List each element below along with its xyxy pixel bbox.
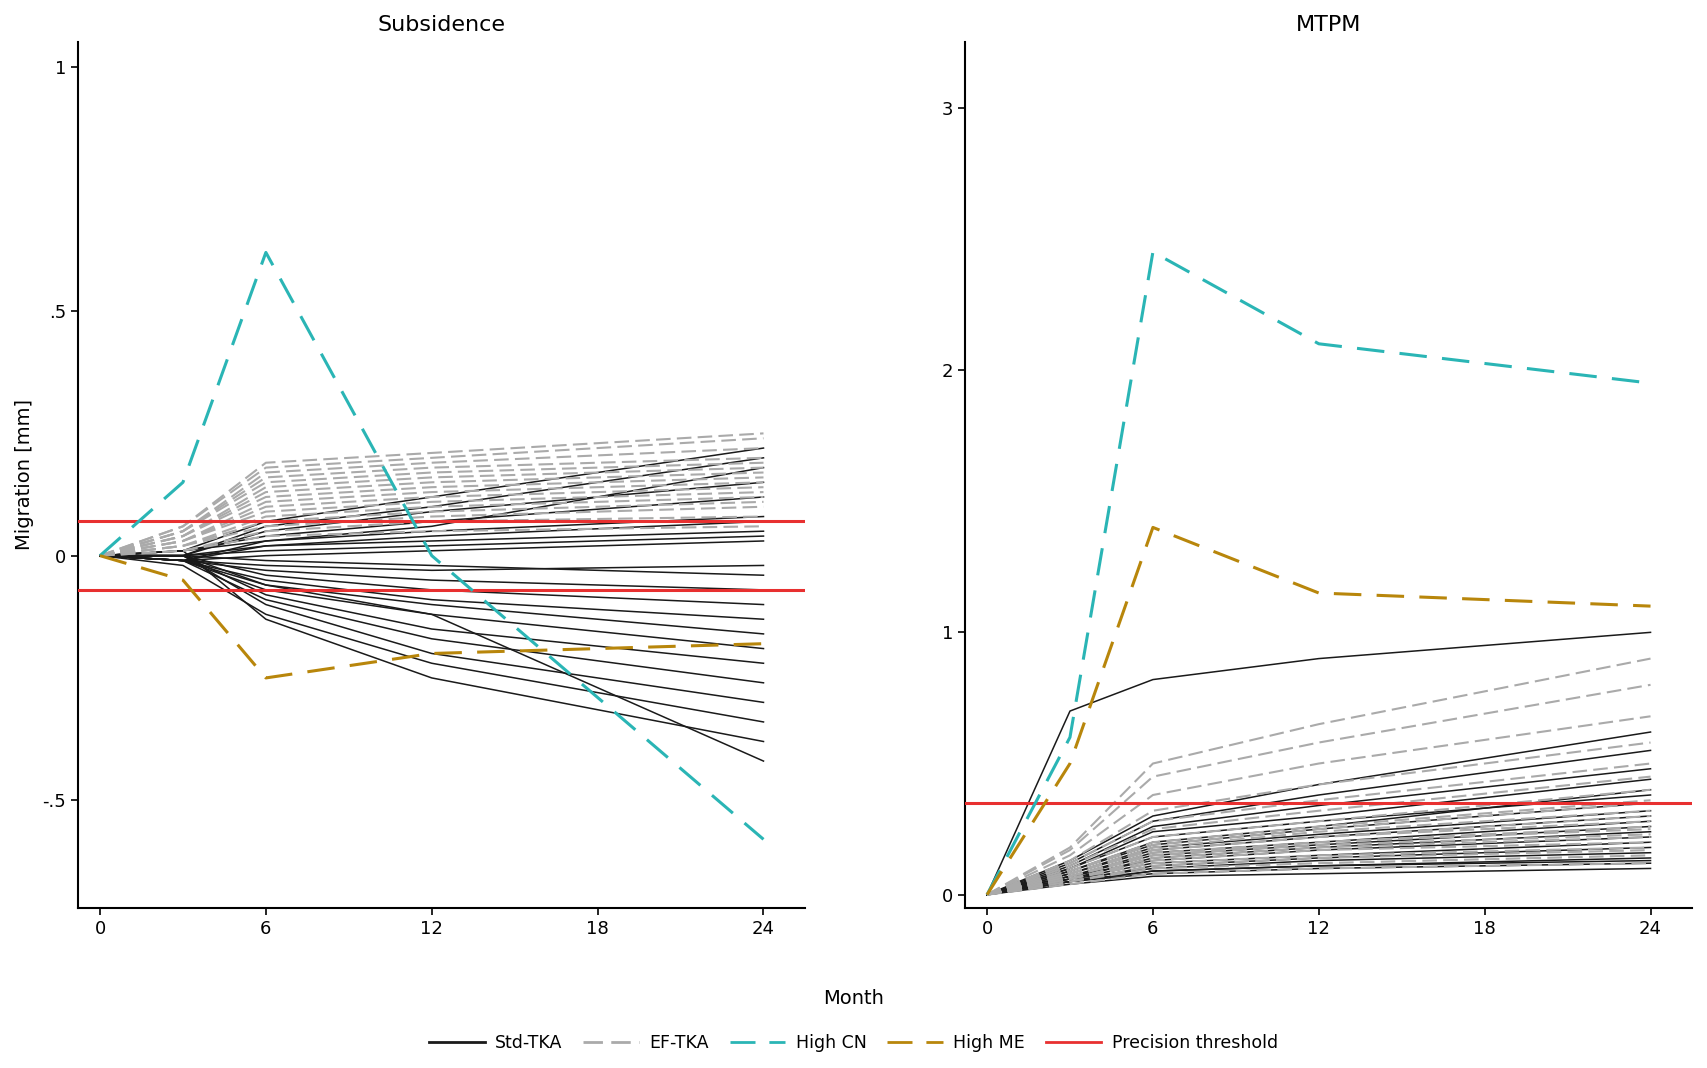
Title: MTPM: MTPM [1296,15,1360,35]
Text: Month: Month [823,989,884,1008]
Title: Subsidence: Subsidence [377,15,505,35]
Y-axis label: Migration [mm]: Migration [mm] [15,399,34,550]
Legend: Std-TKA, EF-TKA, High CN, High ME, Precision threshold: Std-TKA, EF-TKA, High CN, High ME, Preci… [422,1027,1285,1059]
